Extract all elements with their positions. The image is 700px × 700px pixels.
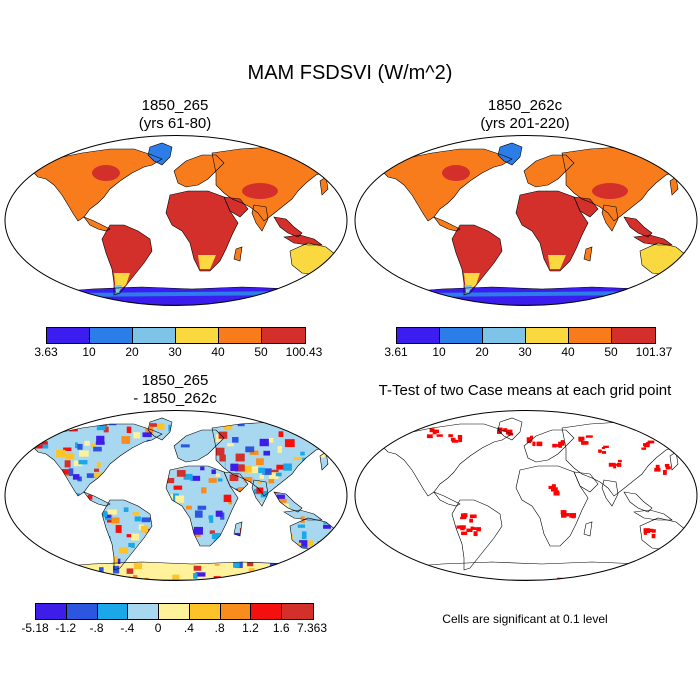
landmass-japan — [670, 452, 678, 470]
landmass-newZealand — [692, 546, 696, 558]
landmass-northAmerica — [32, 149, 162, 221]
landmass-seAsia — [624, 492, 652, 512]
colorbar-tick-label: -1.2 — [55, 621, 77, 635]
colorbar-tick-label: 50 — [254, 345, 268, 359]
map-case2 — [354, 135, 698, 306]
colorbar-tick-label: .8 — [214, 621, 225, 635]
colorbar-swatch — [251, 604, 283, 619]
colorbar-swatch — [483, 328, 526, 343]
colorbar-swatch — [159, 604, 190, 619]
colorbar-tick-label: 40 — [211, 345, 225, 359]
colorbar-tick-label: 1.6 — [272, 621, 290, 635]
landmass-northAmerica — [382, 149, 512, 221]
colorbar-tick-label: -5.18 — [21, 621, 49, 635]
ttest-note: Cells are significant at 0.1 level — [442, 612, 608, 626]
colorbar-swatch — [176, 328, 219, 343]
colorbar-tick-label: 30 — [168, 345, 182, 359]
colorbar-tick-label: 30 — [518, 345, 532, 359]
colorbar-swatch — [440, 328, 483, 343]
landmass-europe — [524, 430, 574, 462]
colorbar-swatch — [612, 328, 655, 343]
colorbar-tick-label: .4 — [183, 621, 194, 635]
landmass-seAsia — [274, 217, 302, 237]
colorbar-swatch — [220, 604, 252, 619]
landmass-japan — [320, 177, 328, 195]
colorbar-swatch — [262, 328, 305, 343]
colorbar-swatch — [219, 328, 262, 343]
landmass-centralAmerica — [84, 217, 110, 231]
colorbar-swatch — [526, 328, 569, 343]
colorbar-case2 — [396, 327, 656, 344]
colorbar-tick-label: 20 — [475, 345, 489, 359]
colorbar-swatch — [66, 604, 98, 619]
landmass-greenland — [498, 143, 522, 165]
panel-1-title: 1850_265 (yrs 61-80) — [50, 97, 300, 133]
landmass-northAmerica — [382, 424, 512, 496]
colorbar-tick-label: 10 — [82, 345, 96, 359]
colorbar-case1 — [46, 327, 306, 344]
landmass-africa — [516, 466, 588, 546]
colorbar-tick-label: 3.63 — [34, 345, 58, 359]
panel-4-title: T-Test of two Case means at each grid po… — [355, 382, 695, 400]
main-title: MAM FSDSVI (W/m^2) — [247, 62, 453, 84]
map-case1 — [4, 135, 348, 306]
colorbar-swatch — [569, 328, 612, 343]
map-difference — [4, 410, 348, 581]
landmass-greenland — [148, 143, 172, 165]
colorbar-tick-label: 101.37 — [635, 345, 673, 359]
colorbar-tick-label: 100.43 — [285, 345, 323, 359]
landmass-arabia — [574, 472, 598, 492]
landmass-arabia — [224, 197, 248, 217]
colorbar-tick-label: 50 — [604, 345, 618, 359]
colorbar-tick-label: -.4 — [120, 621, 135, 635]
colorbar-difference — [35, 603, 314, 620]
landmass-centralAmerica — [434, 217, 460, 231]
landmass-newZealand — [342, 271, 346, 283]
panel-3-title-line2: - 1850_262c — [133, 390, 217, 407]
colorbar-tick-label: 3.61 — [384, 345, 408, 359]
colorbar-tick-label: 7.363 — [296, 621, 328, 635]
colorbar-tick-label: 0 — [154, 621, 162, 635]
colorbar-swatch — [133, 328, 176, 343]
panel-2-title: 1850_262c (yrs 201-220) — [400, 97, 650, 133]
colorbar-swatch — [90, 328, 133, 343]
panel-3-title-line1: 1850_265 — [141, 372, 209, 389]
landmass-europe — [524, 155, 574, 187]
landmass-newZealand — [692, 271, 696, 283]
landmass-arabia — [574, 197, 598, 217]
colorbar-tick-label: 10 — [432, 345, 446, 359]
landmass-seAsia — [624, 217, 652, 237]
colorbar-swatch — [189, 604, 221, 619]
colorbar-tick-label: 1.2 — [242, 621, 259, 635]
map-ttest — [354, 410, 698, 581]
colorbar-swatch — [47, 328, 90, 343]
colorbar-swatch — [128, 604, 160, 619]
colorbar-tick-label: 20 — [125, 345, 139, 359]
panel-1-title-line1: 1850_265 — [141, 97, 209, 114]
colorbar-swatch — [36, 604, 67, 619]
landmass-europe — [174, 430, 224, 462]
panel-4-title-line1: T-Test of two Case means at each grid po… — [378, 382, 672, 399]
colorbar-swatch — [97, 604, 129, 619]
colorbar-swatch — [397, 328, 440, 343]
colorbar-tick-label: 40 — [561, 345, 575, 359]
landmass-europe — [174, 155, 224, 187]
panel-2-title-line2: (yrs 201-220) — [480, 115, 570, 132]
landmass-japan — [670, 177, 678, 195]
panel-1-title-line2: (yrs 61-80) — [138, 115, 212, 132]
landmass-centralAmerica — [434, 492, 460, 506]
landmass-greenland — [498, 418, 522, 440]
panel-2-title-line1: 1850_262c — [487, 97, 563, 114]
colorbar-swatch — [282, 604, 313, 619]
landmass-newZealand — [342, 546, 346, 558]
colorbar-tick-label: -.8 — [89, 621, 104, 635]
panel-3-title: 1850_265 - 1850_262c — [50, 372, 300, 408]
